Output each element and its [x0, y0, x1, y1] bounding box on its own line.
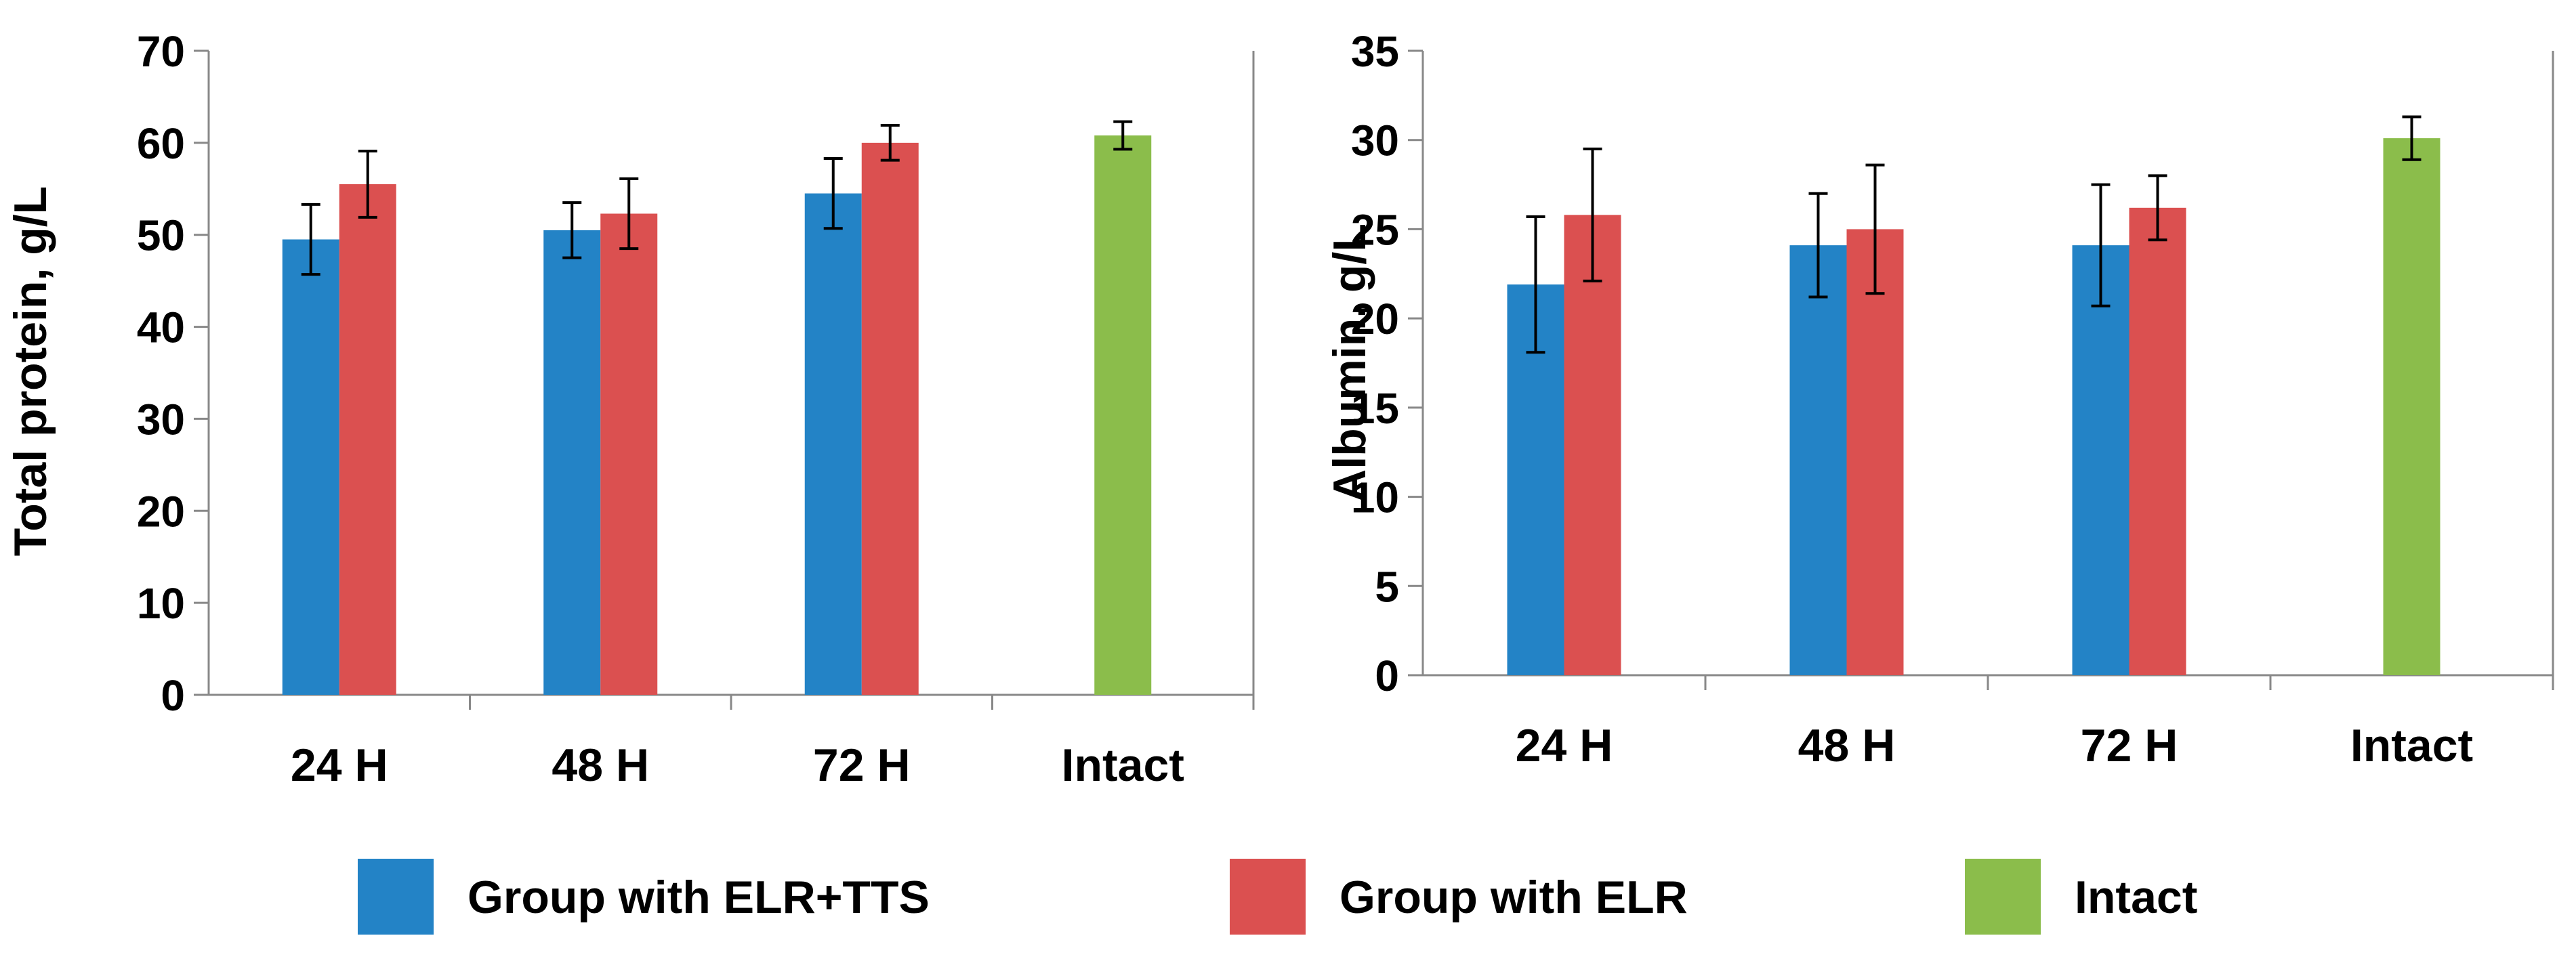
y-tick-label: 5 — [1375, 562, 1399, 611]
bar — [1846, 229, 1904, 675]
y-tick-label: 0 — [161, 671, 185, 720]
x-tick-label: Intact — [2350, 720, 2473, 771]
chart-legend: Group with ELR+TTS Group with ELR Intact — [358, 859, 2197, 935]
bar — [2383, 138, 2440, 675]
legend-label: Group with ELR+TTS — [468, 872, 930, 923]
legend-swatch — [1965, 859, 2041, 935]
bar — [2129, 207, 2186, 675]
y-tick-label: 10 — [137, 579, 185, 628]
y-tick-label: 10 — [1351, 473, 1399, 522]
x-tick-label: 48 H — [552, 740, 649, 791]
y-tick-label: 0 — [1375, 652, 1399, 700]
y-tick-label: 30 — [137, 395, 185, 444]
y-tick-label: 70 — [137, 27, 185, 76]
x-tick-label: Intact — [1062, 740, 1184, 791]
y-tick-label: 15 — [1351, 384, 1399, 433]
bar — [339, 184, 396, 695]
bar — [1094, 135, 1152, 695]
y-tick-label: 35 — [1351, 27, 1399, 76]
bar — [2072, 245, 2130, 675]
y-tick-label: 30 — [1351, 116, 1399, 165]
y-tick-label: 50 — [137, 211, 185, 260]
total-protein-chart: 0 10 20 30 40 50 60 70 Total protein, g/L 24 H 48 … — [5, 27, 1255, 791]
bar — [543, 230, 601, 696]
legend-label: Group with ELR — [1339, 872, 1688, 923]
albumin-chart: 0 5 10 15 20 25 30 35 Albumin, g/L 24 H 48 H 72 H In… — [1324, 27, 2554, 771]
bar — [1789, 245, 1847, 675]
y-axis-title: Total protein, g/L — [5, 186, 56, 556]
x-tick-label: 24 H — [1516, 720, 1613, 771]
bar — [600, 213, 658, 695]
y-tick-label: 20 — [137, 487, 185, 536]
x-tick-label: 72 H — [2081, 720, 2178, 771]
x-tick-label: 72 H — [813, 740, 911, 791]
bar — [1564, 215, 1621, 676]
y-tick-label: 20 — [1351, 295, 1399, 343]
bar — [861, 142, 919, 695]
y-tick-label: 60 — [137, 119, 185, 168]
x-tick-label: 24 H — [291, 740, 388, 791]
legend-label: Intact — [2075, 872, 2197, 923]
x-tick-label: 48 H — [1798, 720, 1896, 771]
legend-swatch — [1230, 859, 1306, 935]
bar — [282, 239, 339, 695]
y-tick-label: 40 — [137, 303, 185, 352]
y-axis-title: Albumin, g/L — [1324, 223, 1375, 503]
bar — [804, 193, 862, 695]
y-tick-label: 25 — [1351, 205, 1399, 254]
legend-swatch — [358, 859, 434, 935]
